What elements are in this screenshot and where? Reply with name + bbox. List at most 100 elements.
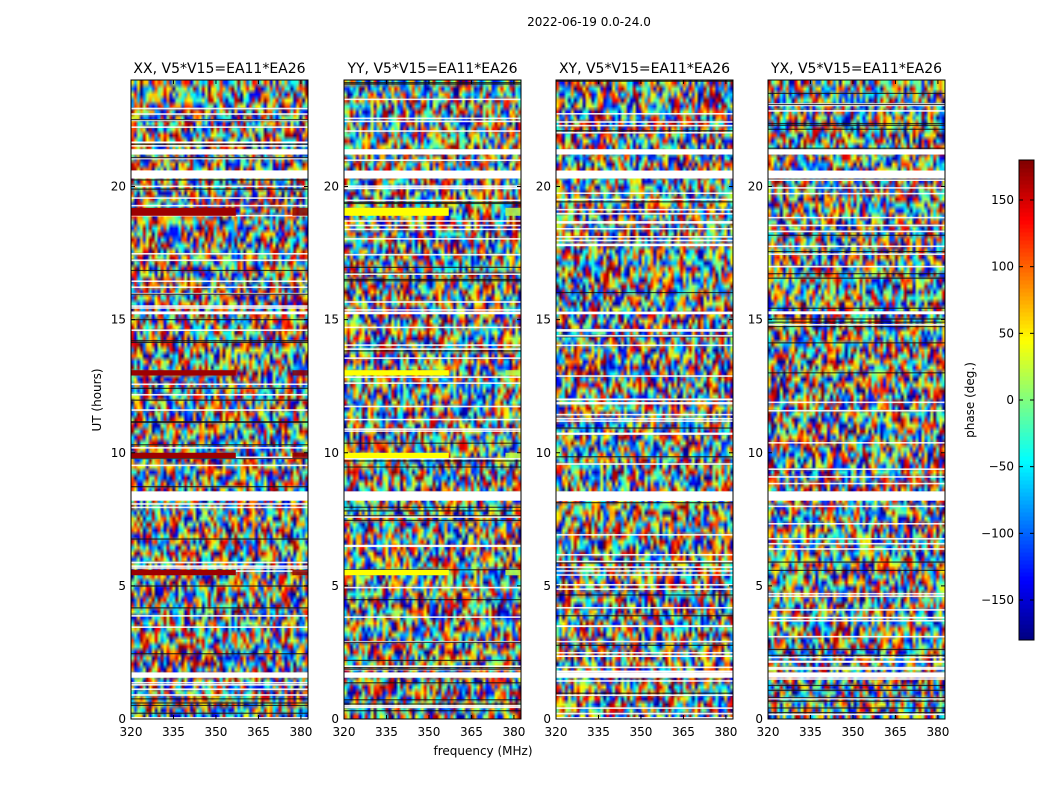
scan-stripe: [556, 655, 733, 658]
scan-stripe: [768, 103, 945, 106]
colorbar-segment: [1019, 236, 1034, 241]
colorbar-segment: [1019, 596, 1034, 601]
x-tick-label: 350: [842, 725, 865, 739]
scan-stripe: [131, 141, 308, 144]
x-tick-label: 320: [120, 725, 143, 739]
scan-stripe: [344, 348, 521, 350]
scan-stripe: [344, 238, 521, 240]
scan-stripe: [131, 280, 308, 283]
gap-band: [768, 149, 945, 155]
x-tick-label: 365: [460, 725, 483, 739]
scan-stripe: [344, 159, 521, 162]
gap-band: [131, 491, 308, 501]
signal-band: [131, 370, 236, 376]
scan-stripe: [131, 565, 308, 567]
y-tick-label: 10: [324, 446, 339, 460]
x-tick-label: 335: [587, 725, 610, 739]
signal-band: [344, 370, 449, 376]
scan-stripe: [768, 245, 945, 248]
colorbar-segment: [1019, 256, 1034, 261]
scan-stripe: [768, 342, 945, 344]
gap-band: [556, 170, 733, 179]
scan-stripe: [768, 522, 945, 525]
scan-stripe: [344, 326, 521, 329]
colorbar-segment: [1019, 352, 1034, 357]
y-tick-label: 5: [118, 579, 126, 593]
scan-stripe: [768, 216, 945, 219]
scan-stripe: [556, 615, 733, 617]
colorbar-tick-label: 150: [991, 193, 1014, 207]
scan-stripe: [556, 329, 733, 331]
scan-stripe: [344, 220, 521, 222]
scan-stripe: [768, 110, 945, 112]
colorbar-segment: [1019, 296, 1034, 301]
gap-band: [768, 491, 945, 501]
scan-stripe: [344, 665, 521, 668]
x-tick-label: 335: [799, 725, 822, 739]
colorbar-segment: [1019, 592, 1034, 597]
y-tick-label: 20: [748, 180, 763, 194]
colorbar-segment: [1019, 608, 1034, 613]
scan-stripe: [131, 681, 308, 684]
x-axis-label: frequency (MHz): [433, 744, 532, 758]
signal-band: [131, 569, 236, 576]
colorbar-segment: [1019, 468, 1034, 473]
scan-stripe: [344, 706, 521, 709]
colorbar-segment: [1019, 380, 1034, 385]
scan-stripe: [131, 503, 308, 505]
gap-band: [131, 149, 308, 155]
x-tick-label: 365: [247, 725, 270, 739]
scan-stripe: [344, 704, 521, 707]
colorbar-segment: [1019, 376, 1034, 381]
scan-stripe: [768, 654, 945, 656]
scan-stripe: [556, 707, 733, 709]
colorbar-tick-label: −100: [981, 526, 1014, 540]
scan-stripe: [344, 442, 521, 444]
colorbar-segment: [1019, 428, 1034, 433]
x-tick-label: 320: [757, 725, 780, 739]
scan-stripe: [556, 80, 733, 82]
colorbar-segment: [1019, 348, 1034, 353]
scan-stripe: [131, 383, 308, 386]
colorbar-segment: [1019, 588, 1034, 593]
colorbar-label: phase (deg.): [963, 362, 977, 438]
scan-stripe: [344, 280, 521, 282]
scan-stripe: [344, 510, 521, 512]
scan-stripe: [344, 516, 521, 518]
scan-stripe: [131, 393, 308, 396]
colorbar-segment: [1019, 556, 1034, 561]
colorbar-segment: [1019, 164, 1034, 169]
scan-stripe: [131, 506, 308, 509]
scan-stripe: [556, 344, 733, 347]
colorbar-segment: [1019, 460, 1034, 465]
colorbar-tick-label: 100: [991, 260, 1014, 274]
scan-stripe: [131, 119, 308, 121]
colorbar-segment: [1019, 344, 1034, 349]
gap-band: [344, 149, 521, 155]
colorbar-segment: [1019, 212, 1034, 217]
signal-band-edge: [505, 370, 521, 376]
scan-stripe: [556, 456, 733, 458]
scan-stripe: [344, 382, 521, 384]
scan-stripe: [768, 700, 945, 702]
scan-stripe: [556, 625, 733, 628]
colorbar-segment: [1019, 408, 1034, 413]
signal-band: [344, 207, 449, 216]
colorbar-segment: [1019, 552, 1034, 557]
colorbar-segment: [1019, 172, 1034, 177]
panel-frame: [767, 79, 946, 720]
scan-stripe: [556, 291, 733, 294]
scan-stripe: [768, 656, 945, 659]
scan-stripe: [556, 398, 733, 401]
scan-stripe: [768, 476, 945, 478]
colorbar-segment: [1019, 396, 1034, 401]
scan-stripe: [131, 113, 308, 115]
x-tick-label: 380: [502, 725, 525, 739]
scan-stripe: [556, 692, 733, 694]
colorbar-segment: [1019, 528, 1034, 533]
gap-band: [768, 170, 945, 179]
scan-stripe: [344, 544, 521, 547]
scan-stripe: [344, 616, 521, 618]
scan-stripe: [344, 699, 521, 701]
